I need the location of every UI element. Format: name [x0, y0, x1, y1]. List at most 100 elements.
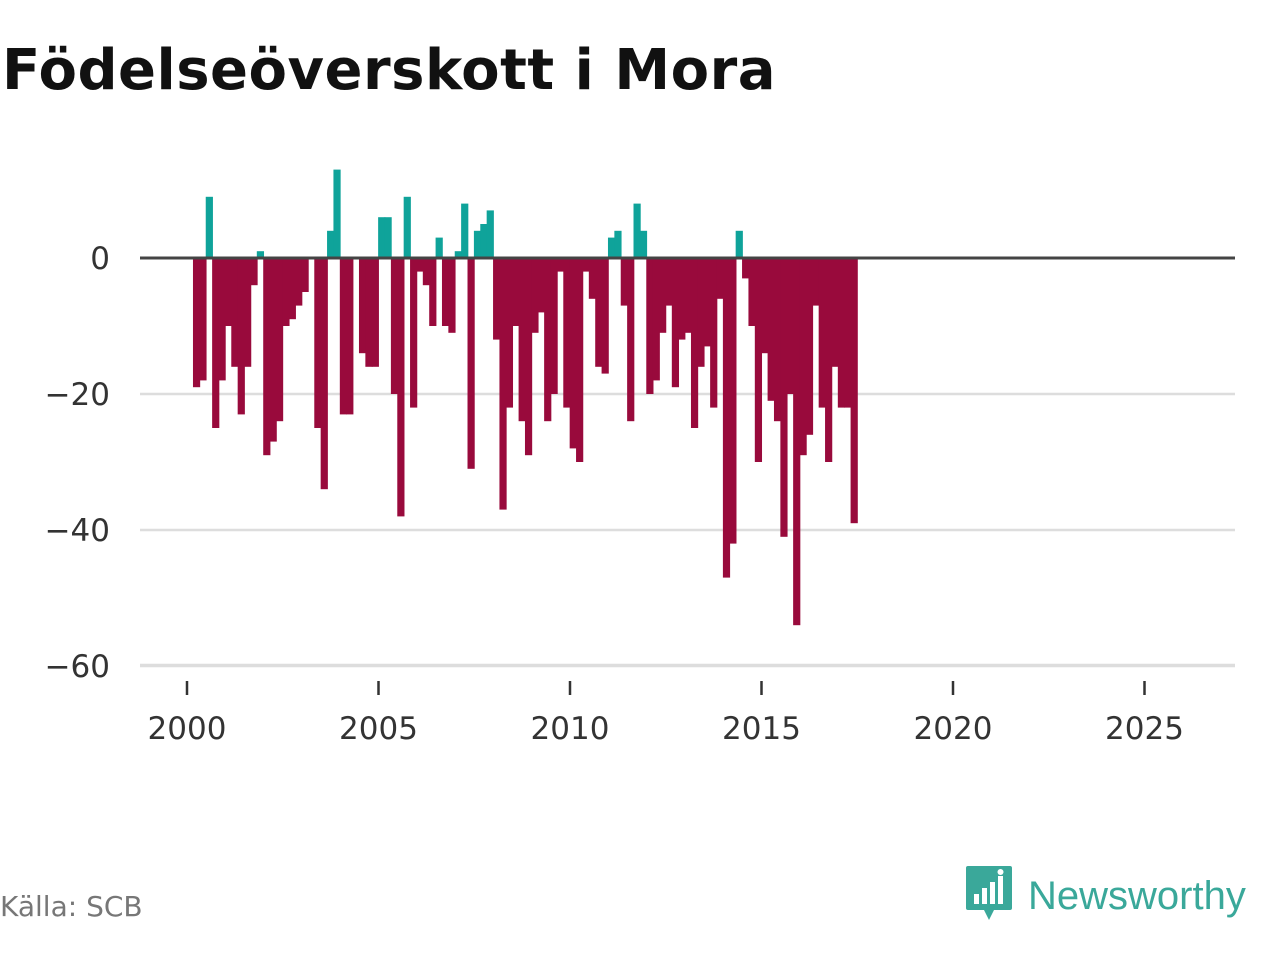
bar: [448, 258, 456, 333]
bar: [627, 258, 635, 422]
bar: [563, 258, 571, 408]
bar: [244, 258, 252, 367]
bar: [480, 224, 488, 258]
bar: [231, 258, 239, 367]
bar: [199, 258, 207, 381]
bar: [327, 230, 335, 258]
bar: [224, 258, 233, 326]
bar: [831, 258, 839, 367]
y-tick-label: 0: [90, 241, 110, 277]
brand-logo[interactable]: Newsworthy: [964, 864, 1246, 928]
bar: [716, 258, 724, 299]
bar: [282, 258, 290, 326]
bar: [346, 258, 354, 415]
bar: [607, 237, 616, 258]
x-tick-label: 2020: [914, 711, 993, 747]
chart-title: Födelseöverskott i Mora: [2, 38, 776, 103]
bar: [473, 230, 482, 258]
bar: [499, 258, 507, 510]
bar: [301, 258, 309, 292]
x-axis: 2000 2005 2010 2015 2020 2025: [140, 663, 1235, 747]
bar: [576, 258, 584, 462]
bar: [837, 258, 846, 408]
bar: [288, 258, 296, 320]
bar: [684, 258, 692, 333]
bar: [671, 258, 680, 388]
bar: [850, 258, 858, 524]
bar: [314, 258, 322, 428]
bar: [269, 258, 277, 442]
bar: [518, 258, 526, 422]
x-tick-label: 2010: [531, 711, 610, 747]
bar: [429, 258, 437, 326]
bar: [742, 258, 750, 279]
bar: [678, 258, 686, 340]
bar: [441, 258, 450, 326]
bar: [722, 258, 731, 578]
bar: [435, 237, 443, 258]
bar: [588, 258, 597, 299]
bar: [652, 258, 660, 381]
bar: [524, 258, 533, 456]
bar: [339, 258, 348, 415]
bar: [467, 258, 475, 469]
bar: [486, 210, 494, 258]
bar: [818, 258, 826, 408]
bar: [512, 258, 520, 326]
x-tick-label: 2005: [339, 711, 418, 747]
bar: [639, 230, 648, 258]
bar: [295, 258, 303, 306]
bar: [633, 203, 641, 258]
bar: [263, 258, 271, 456]
bar: [601, 258, 609, 374]
bar: [793, 258, 801, 626]
bar: [416, 258, 424, 272]
bar: [799, 258, 807, 456]
bar: [710, 258, 718, 408]
x-tick-label: 2015: [722, 711, 801, 747]
bar: [805, 258, 814, 435]
bar: [646, 258, 654, 394]
bar: [320, 258, 328, 490]
bar: [384, 217, 392, 258]
gridlines: [140, 392, 1235, 668]
bar: [659, 258, 667, 333]
bar: [595, 258, 603, 367]
bar: [620, 258, 628, 306]
bar: [844, 258, 852, 408]
bar: [461, 203, 469, 258]
bar: [493, 258, 501, 340]
bars: [192, 169, 858, 626]
bar: [690, 258, 699, 428]
bar: [365, 258, 373, 367]
bar: [192, 258, 201, 388]
bar: [537, 258, 545, 313]
brand-name: Newsworthy: [1028, 873, 1246, 918]
bar: [735, 230, 743, 258]
bar: [256, 251, 265, 258]
bar: [212, 258, 220, 428]
x-tick-label: 2000: [148, 711, 227, 747]
bar: [358, 258, 367, 354]
y-tick-label: −40: [45, 513, 110, 549]
bar: [333, 169, 341, 258]
bar: [390, 258, 399, 394]
bar: [556, 258, 565, 272]
x-tick-label: 2025: [1105, 711, 1184, 747]
bar: [614, 230, 622, 258]
bar: [505, 258, 514, 408]
bar: [250, 258, 258, 286]
bar: [665, 258, 673, 306]
bar: [422, 258, 431, 286]
bar: [397, 258, 405, 517]
bar: [275, 258, 284, 422]
bar: [767, 258, 775, 401]
bar: [403, 196, 411, 258]
bar: [786, 258, 794, 394]
bar: [582, 258, 590, 272]
y-tick-label: −20: [45, 377, 110, 413]
bar: [371, 258, 379, 367]
bar: [729, 258, 737, 544]
bar: [761, 258, 769, 354]
